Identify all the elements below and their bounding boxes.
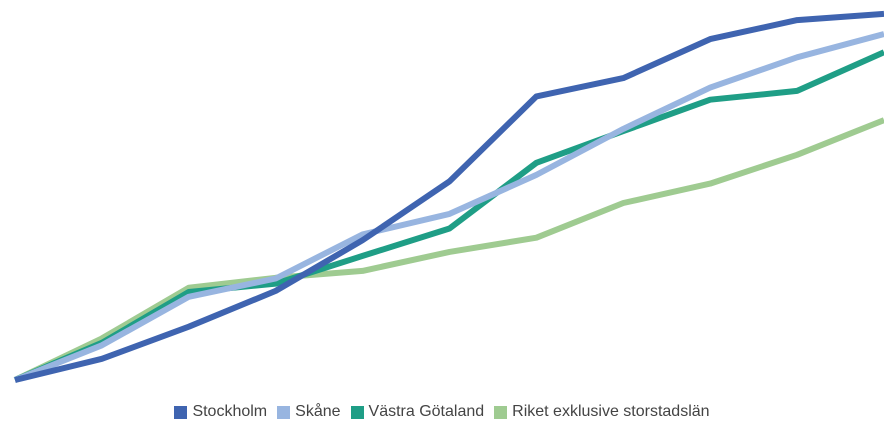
legend-label: Stockholm (192, 403, 268, 420)
legend-label: Skåne (295, 403, 341, 420)
legend-swatch (277, 405, 291, 419)
line-chart (13, 10, 884, 383)
legend-item-1: Skåne (277, 403, 341, 421)
legend-label: Riket exklusive storstadslän (512, 403, 710, 420)
series-line-3 (13, 117, 884, 383)
legend-item-2: Västra Götaland (350, 403, 485, 421)
legend-label: Västra Götaland (368, 403, 485, 420)
series-line-1 (13, 31, 884, 383)
series-line-2 (13, 49, 884, 383)
legend-item-3: Riket exklusive storstadslän (494, 403, 710, 421)
legend-swatch (494, 405, 508, 419)
chart-legend: Stockholm Skåne Västra Götaland Riket exklu… (0, 400, 884, 424)
legend-item-0: Stockholm (174, 403, 267, 421)
legend-swatch (174, 405, 188, 419)
series-line-0 (14, 10, 884, 383)
legend-swatch (350, 405, 364, 419)
